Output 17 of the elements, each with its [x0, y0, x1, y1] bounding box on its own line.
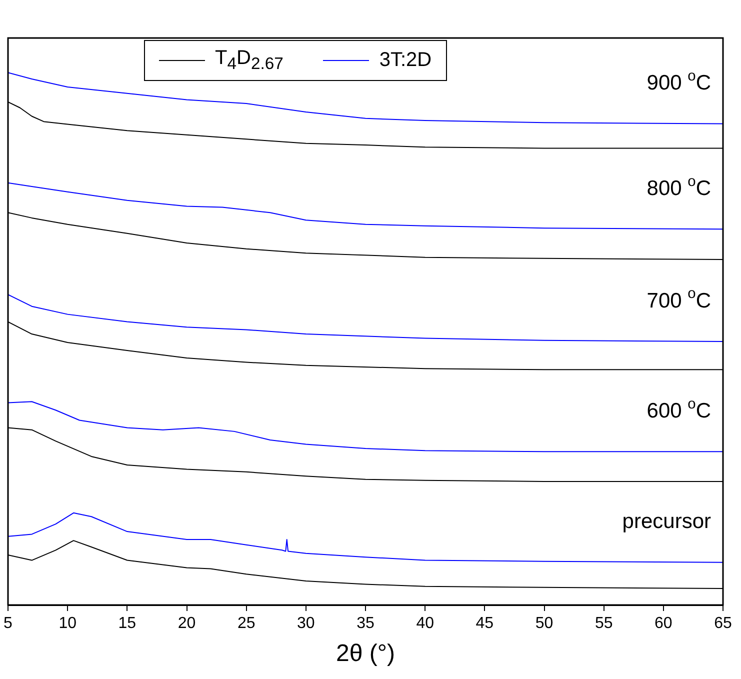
x-tick-label: 45 — [476, 615, 494, 632]
x-tick-label: 30 — [297, 615, 315, 632]
legend-label: T$_{4}$D$_{2.67}$ — [215, 47, 284, 74]
legend-label: 3T:2D — [379, 49, 432, 72]
annotation: precursor — [622, 510, 712, 534]
x-tick-label: 15 — [118, 615, 136, 632]
x-tick-label: 25 — [237, 615, 256, 632]
x-tick-label: 10 — [58, 615, 77, 632]
x-tick-label: 55 — [594, 615, 613, 632]
x-axis-title: 2θ (°) — [336, 640, 395, 668]
x-tick-label: 20 — [178, 615, 196, 632]
x-tick-label: 40 — [416, 615, 434, 632]
x-tick-label: 50 — [535, 615, 554, 632]
x-tick-label: 5 — [4, 615, 13, 632]
x-tick-label: 65 — [714, 615, 732, 632]
x-tick-label: 60 — [654, 615, 672, 632]
x-tick-label: 35 — [356, 615, 374, 632]
